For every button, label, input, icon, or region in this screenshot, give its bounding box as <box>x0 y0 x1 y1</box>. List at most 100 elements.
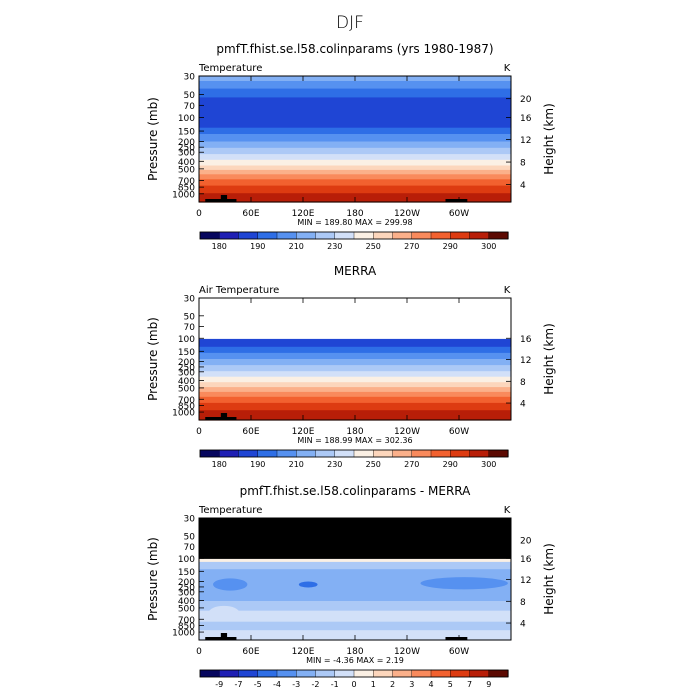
y-tick-label: 850 <box>178 622 195 632</box>
y-tick-label: 500 <box>178 165 195 175</box>
y-tick-label: 500 <box>178 384 195 394</box>
x-tick-label: 0 <box>196 209 202 219</box>
colorbar-swatch <box>276 231 297 240</box>
y-tick-label: 150 <box>178 568 195 578</box>
colorbar-swatch <box>488 449 509 458</box>
contour-band <box>199 561 511 570</box>
contour-band <box>199 402 511 411</box>
y-tick-label: 70 <box>184 323 196 333</box>
missing-data-region <box>199 518 511 559</box>
colorbar-swatch <box>469 449 490 458</box>
colorbar-label: -7 <box>235 680 243 689</box>
contour-band <box>199 387 511 393</box>
colorbar-label: -1 <box>331 680 339 689</box>
colorbar-swatch <box>257 231 278 240</box>
colorbar-swatch <box>430 231 451 240</box>
y-tick-label: 200 <box>178 358 195 368</box>
terrain <box>220 413 228 420</box>
contour-band <box>199 127 511 135</box>
x-tick-label: 0 <box>196 647 202 657</box>
colorbar-swatch <box>315 231 336 240</box>
y-tick-label: 30 <box>184 515 196 525</box>
colorbar-frame <box>199 669 509 678</box>
colorbar-swatch <box>488 231 509 240</box>
colorbar-label: 5 <box>448 680 453 689</box>
panel-subtitle: Temperature <box>198 505 262 516</box>
colorbar-label: 7 <box>467 680 472 689</box>
colorbar-swatch <box>373 231 394 240</box>
contour-band <box>199 610 511 623</box>
x-tick-label: 0 <box>196 427 202 437</box>
contour-band <box>199 141 511 149</box>
x-tick-label: 180 <box>346 209 363 219</box>
contour-band <box>199 88 511 98</box>
contour-band <box>199 185 511 194</box>
y-tick-label: 250 <box>178 363 195 373</box>
panel-title: pmfT.fhist.se.l58.colinparams (yrs 1980-… <box>216 42 493 56</box>
contour-band <box>199 396 511 404</box>
contour-band <box>199 174 511 180</box>
contour-band <box>199 391 511 398</box>
contour-band <box>199 147 511 155</box>
x-tick-label: 60E <box>242 427 259 437</box>
x-tick-label: 60E <box>242 647 259 657</box>
colorbar-label: 3 <box>409 680 414 689</box>
colorbar-swatch <box>334 669 355 678</box>
colorbar-label: 230 <box>327 242 342 251</box>
y-tick-label: 100 <box>178 335 195 345</box>
colorbar-swatch <box>430 669 451 678</box>
contour-band <box>199 81 511 90</box>
y-tick-label: 1000 <box>172 190 195 200</box>
colorbar-label: 1 <box>371 680 376 689</box>
colorbar-label: 0 <box>351 680 356 689</box>
page-title: DJF <box>336 13 364 33</box>
colorbar-label: 2 <box>390 680 395 689</box>
colorbar-label: 300 <box>481 460 496 469</box>
colorbar-swatch <box>450 669 471 678</box>
colorbar-swatch <box>373 449 394 458</box>
contour-band <box>199 382 511 388</box>
colorbar-swatch <box>238 231 259 240</box>
colorbar-swatch <box>296 449 317 458</box>
colorbar-label: -9 <box>215 680 223 689</box>
contour-band <box>199 558 511 563</box>
min-max-stats: MIN = 189.80 MAX = 299.98 <box>297 218 412 227</box>
terrain <box>445 637 468 640</box>
colorbar-label: 250 <box>366 242 381 251</box>
y-tick-label: 700 <box>178 616 195 626</box>
colorbar-label: -5 <box>254 680 262 689</box>
y-tick-label: 30 <box>184 295 196 305</box>
y-tick-label: 400 <box>178 597 195 607</box>
x-tick-label: 60E <box>242 209 259 219</box>
y-tick-label: 700 <box>178 396 195 406</box>
y-tick-label: 50 <box>184 312 196 322</box>
colorbar-label: 4 <box>428 680 433 689</box>
contour-band <box>199 134 511 143</box>
panel-units: K <box>504 285 511 296</box>
colorbar-swatch <box>450 231 471 240</box>
x-tick-label: 180 <box>346 647 363 657</box>
contour-band <box>199 179 511 187</box>
contour-band <box>199 352 511 360</box>
y-tick-label: 150 <box>178 128 195 138</box>
y-tick-label: 150 <box>178 348 195 358</box>
colorbar-label: 210 <box>289 242 304 251</box>
colorbar-swatch <box>257 449 278 458</box>
y-tick-label: 300 <box>178 149 195 159</box>
panel-subtitle: Air Temperature <box>199 285 279 296</box>
y-axis-label: Pressure (mb) <box>146 537 160 621</box>
contour-band <box>199 376 511 383</box>
y-tick-label: 850 <box>178 184 195 194</box>
colorbar-swatch <box>276 669 297 678</box>
colorbar-swatch <box>219 231 240 240</box>
y-tick-label: 250 <box>178 583 195 593</box>
contour-band <box>199 601 511 612</box>
colorbar-swatch <box>199 449 220 458</box>
warm-anomaly <box>208 605 240 621</box>
y-tick-label: 100 <box>178 555 195 565</box>
colorbar-label: -4 <box>273 680 281 689</box>
colorbar-swatch <box>276 449 297 458</box>
contour-band <box>199 359 511 366</box>
contour-band <box>199 97 511 129</box>
